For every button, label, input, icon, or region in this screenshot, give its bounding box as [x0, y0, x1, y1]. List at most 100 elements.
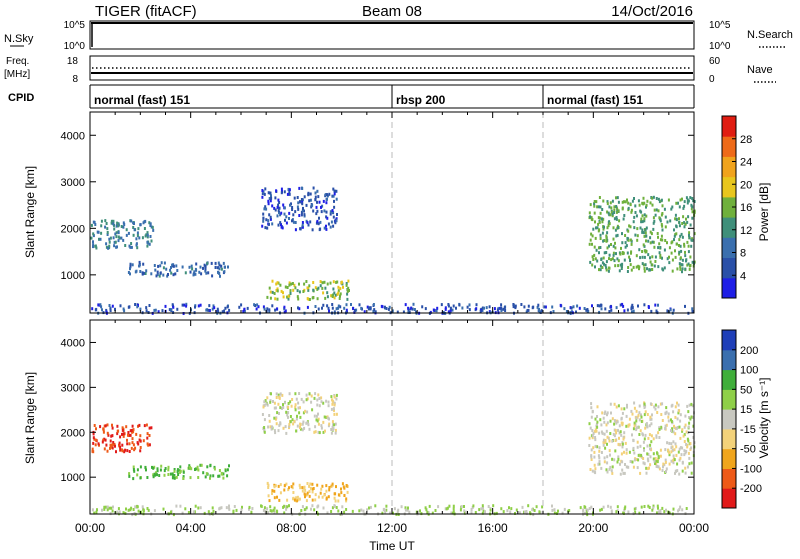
velocity-cell: [681, 469, 684, 473]
power-cell: [595, 200, 598, 204]
velocity-cell: [139, 439, 142, 443]
velocity-cell: [114, 444, 116, 448]
power-cell: [202, 266, 204, 270]
velocity-cell: [518, 511, 521, 515]
velocity-cell: [301, 505, 304, 509]
power-cell: [589, 215, 592, 219]
power-cell: [458, 303, 461, 307]
power-cell: [145, 269, 148, 273]
power-cell: [686, 263, 689, 267]
velocity-cell: [278, 423, 281, 427]
velocity-cell: [635, 419, 638, 423]
power-cell: [355, 308, 358, 312]
power-cell: [570, 306, 573, 310]
velocity-cell: [332, 407, 335, 411]
velocity-cell: [119, 445, 122, 449]
power-cell: [312, 296, 315, 299]
power-cell: [593, 202, 596, 206]
power-cell: [597, 216, 600, 220]
velocity-cell: [647, 504, 650, 508]
velocity-cell: [606, 413, 608, 417]
velocity-cell: [294, 408, 297, 412]
velocity-cell: [331, 506, 334, 510]
velocity-cell: [510, 507, 513, 511]
power-cell: [326, 197, 328, 201]
power-cell: [267, 191, 270, 195]
power-cell: [122, 307, 125, 311]
velocity-cell: [681, 429, 684, 433]
velocity-cell: [665, 423, 668, 427]
velocity-cell: [111, 443, 114, 447]
power-cell: [663, 248, 666, 252]
velocity-cell: [654, 457, 657, 461]
power-cell: [603, 225, 605, 229]
velocity-cell: [305, 499, 308, 503]
power-cell: [663, 266, 666, 270]
power-cell: [92, 232, 95, 236]
velocity-cell: [652, 452, 655, 456]
velocity-cell: [393, 507, 396, 511]
velocity-cell: [557, 509, 559, 513]
velocity-cell: [670, 446, 673, 450]
velocity-cell: [650, 434, 653, 438]
velocity-cell: [670, 442, 673, 446]
power-cell: [276, 297, 279, 301]
power-cell: [334, 293, 337, 297]
power-cell: [91, 307, 94, 311]
power-cell: [337, 289, 340, 293]
power-cell: [593, 253, 596, 257]
velocity-cell: [116, 429, 119, 433]
velocity-cell: [316, 398, 319, 402]
power-cell: [118, 236, 121, 240]
power-cell: [149, 222, 152, 226]
power-cell: [657, 303, 659, 307]
velocity-cell: [649, 443, 652, 447]
power-cell: [659, 253, 662, 257]
power-cell: [337, 291, 340, 295]
colorbar-swatch: [722, 488, 736, 509]
power-cell: [624, 234, 627, 237]
power-cell: [163, 261, 166, 265]
power-cell: [612, 226, 615, 230]
power-cell: [256, 303, 259, 307]
velocity-cell: [638, 411, 641, 415]
velocity-cell: [270, 392, 272, 396]
power-cell: [690, 207, 693, 211]
power-cell: [481, 306, 484, 310]
power-cell: [185, 304, 188, 308]
velocity-cell: [93, 511, 96, 515]
velocity-cell: [286, 498, 289, 502]
power-cell: [608, 222, 611, 226]
power-cell: [638, 265, 641, 269]
velocity-cell: [593, 450, 596, 454]
power-cell: [332, 287, 335, 291]
velocity-cell: [141, 505, 144, 509]
velocity-cell: [610, 511, 613, 515]
velocity-cell: [677, 403, 680, 407]
power-cell: [222, 261, 225, 265]
power-cell: [268, 286, 271, 290]
velocity-cell: [609, 453, 611, 457]
power-cell: [261, 192, 264, 196]
velocity-cell: [633, 406, 636, 410]
power-cell: [115, 235, 118, 239]
power-cell: [610, 305, 613, 309]
power-echo-region: [588, 195, 696, 274]
power-cell: [527, 304, 530, 308]
velocity-cell: [163, 469, 166, 473]
power-cell: [500, 303, 503, 307]
power-cell: [402, 310, 405, 314]
power-cell: [616, 208, 619, 212]
power-cell: [623, 200, 625, 204]
velocity-cell: [653, 405, 656, 409]
velocity-cell: [290, 404, 293, 408]
power-cell: [266, 307, 269, 311]
velocity-cell: [674, 469, 677, 473]
velocity-cell: [104, 438, 107, 442]
power-cell: [305, 203, 308, 207]
power-cell: [276, 214, 279, 218]
velocity-cell: [397, 508, 400, 512]
power-cell: [345, 283, 348, 287]
velocity-cell: [125, 425, 128, 429]
power-cell: [105, 308, 108, 312]
